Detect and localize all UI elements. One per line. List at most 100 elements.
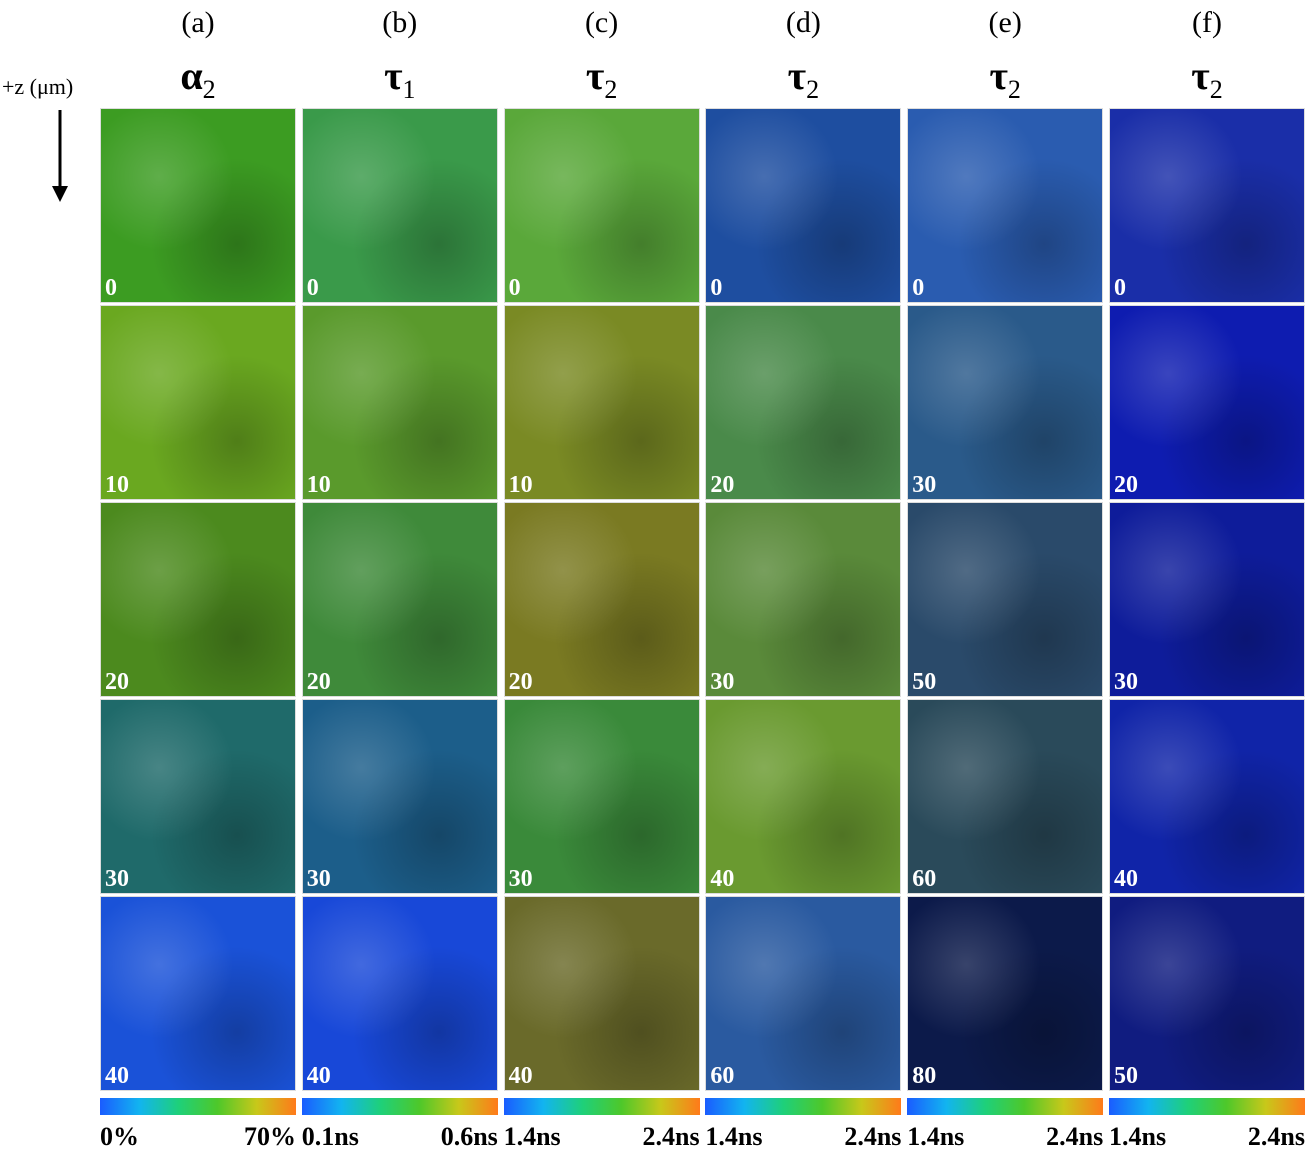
image-tile: 80	[907, 896, 1104, 1091]
image-tile: 0	[301, 108, 498, 303]
colorbar-max-label: 2.4ns	[1046, 1122, 1104, 1151]
subscript: 1	[402, 75, 416, 104]
depth-label: 20	[105, 669, 129, 695]
depth-label: 20	[508, 669, 533, 695]
depth-label: 30	[1114, 669, 1138, 695]
column-symbol: τ1	[302, 52, 498, 105]
colorbar	[301, 1098, 498, 1115]
colorbar-min-label: 0%	[100, 1122, 139, 1151]
depth-label: 10	[508, 472, 533, 498]
image-tile: 30	[301, 699, 498, 894]
depth-label: 30	[105, 866, 129, 892]
colorbar-min-label: 1.4ns	[1109, 1122, 1167, 1151]
image-tile: 0	[1109, 108, 1305, 303]
image-tile: 10	[301, 305, 498, 500]
image-tile: 0	[503, 108, 700, 303]
symbol: α	[180, 53, 203, 98]
colorbar	[705, 1098, 902, 1115]
colorbar	[100, 1098, 296, 1115]
colorbar-max-label: 70%	[244, 1122, 296, 1151]
image-tile: 30	[705, 502, 902, 697]
colorbar-max-label: 2.4ns	[642, 1122, 700, 1151]
subscript: 2	[1209, 75, 1223, 104]
depth-label: 10	[306, 472, 331, 498]
depth-label: 30	[710, 669, 735, 695]
symbol: τ	[787, 53, 807, 98]
image-tile: 50	[907, 502, 1104, 697]
depth-label: 0	[105, 275, 117, 301]
colorbar	[907, 1098, 1104, 1115]
depth-label: 60	[710, 1063, 735, 1089]
depth-label: 0	[306, 275, 319, 301]
depth-label: 50	[912, 669, 937, 695]
image-tile: 20	[301, 502, 498, 697]
image-tile: 20	[503, 502, 700, 697]
depth-label: 40	[306, 1063, 331, 1089]
symbol: τ	[585, 53, 605, 98]
colorbar-max-label: 2.4ns	[1247, 1122, 1305, 1151]
depth-label: 0	[710, 275, 723, 301]
depth-label: 20	[306, 669, 331, 695]
image-tile: 50	[1109, 896, 1305, 1091]
symbol: τ	[384, 53, 403, 98]
depth-label: 40	[710, 866, 735, 892]
depth-label: 30	[912, 472, 937, 498]
depth-label: 0	[1114, 275, 1126, 301]
image-tile: 0	[705, 108, 902, 303]
image-tile: 40	[503, 896, 700, 1091]
subscript: 2	[604, 75, 618, 104]
image-tile: 40	[705, 699, 902, 894]
image-tile: 30	[503, 699, 700, 894]
depth-label: 0	[912, 275, 925, 301]
colorbar-min-label: 1.4ns	[503, 1122, 561, 1151]
subscript: 2	[806, 75, 820, 104]
image-tile: 20	[100, 502, 296, 697]
depth-arrow	[52, 110, 68, 202]
image-tile: 10	[503, 305, 700, 500]
depth-label: 20	[1114, 472, 1138, 498]
image-tile: 0	[907, 108, 1104, 303]
colorbar-min-label: 1.4ns	[705, 1122, 763, 1151]
depth-label: 30	[508, 866, 533, 892]
depth-label: 20	[710, 472, 735, 498]
image-tile: 30	[1109, 502, 1305, 697]
symbol: τ	[989, 53, 1008, 98]
column-label: (b)	[382, 6, 418, 39]
colorbar-min-label: 1.4ns	[907, 1122, 965, 1151]
image-tile: 60	[705, 896, 902, 1091]
image-tile: 10	[100, 305, 296, 500]
depth-label: 40	[1114, 866, 1138, 892]
image-tile: 20	[705, 305, 902, 500]
depth-label: 40	[105, 1063, 129, 1089]
column-symbol: τ2	[907, 52, 1103, 105]
depth-label: 40	[508, 1063, 533, 1089]
symbol: τ	[1191, 53, 1210, 98]
subscript: 2	[202, 75, 216, 104]
image-tile: 40	[100, 896, 296, 1091]
image-tile: 60	[907, 699, 1104, 894]
colorbar-max-label: 0.6ns	[440, 1122, 498, 1151]
column-symbol: τ2	[1109, 52, 1305, 105]
column-label: (f)	[1192, 6, 1222, 39]
depth-label: 30	[306, 866, 331, 892]
image-tile: 30	[907, 305, 1104, 500]
column-label: (d)	[785, 6, 821, 39]
column-symbol: α2	[100, 52, 296, 105]
image-tile: 40	[1109, 699, 1305, 894]
colorbar	[1109, 1098, 1305, 1115]
image-tile: 30	[100, 699, 296, 894]
image-tile: 0	[100, 108, 296, 303]
column-label: (c)	[584, 6, 619, 39]
depth-label: 50	[1114, 1063, 1138, 1089]
axis-label: +z (μm)	[2, 74, 74, 99]
colorbar-min-label: 0.1ns	[301, 1122, 359, 1151]
image-tile: 40	[301, 896, 498, 1091]
colorbar	[503, 1098, 700, 1115]
image-tile: 20	[1109, 305, 1305, 500]
subscript: 2	[1007, 75, 1021, 104]
column-label: (a)	[181, 6, 215, 39]
depth-label: 10	[105, 472, 129, 498]
colorbar-max-label: 2.4ns	[844, 1122, 902, 1151]
depth-label: 60	[912, 866, 937, 892]
